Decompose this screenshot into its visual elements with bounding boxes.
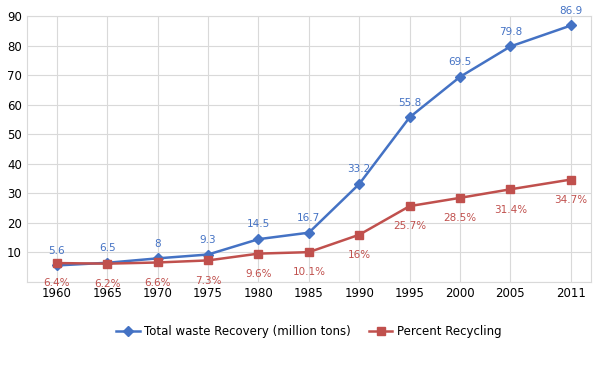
Text: 10.1%: 10.1% bbox=[292, 267, 325, 277]
Text: 28.5%: 28.5% bbox=[444, 213, 477, 223]
Total waste Recovery (million tons) bbox=[356, 182, 363, 186]
Text: 7.3%: 7.3% bbox=[195, 276, 221, 286]
Text: 6.4%: 6.4% bbox=[44, 279, 70, 288]
Total waste Recovery (million tons) bbox=[205, 252, 212, 257]
Percent Recycling bbox=[255, 251, 262, 256]
Text: 14.5: 14.5 bbox=[247, 219, 270, 230]
Total waste Recovery (million tons) bbox=[568, 23, 575, 28]
Text: 34.7%: 34.7% bbox=[554, 195, 587, 205]
Line: Total waste Recovery (million tons): Total waste Recovery (million tons) bbox=[53, 22, 575, 269]
Text: 5.6: 5.6 bbox=[48, 246, 65, 256]
Percent Recycling bbox=[568, 177, 575, 182]
Text: 69.5: 69.5 bbox=[448, 57, 472, 67]
Text: 86.9: 86.9 bbox=[559, 6, 582, 16]
Percent Recycling bbox=[507, 187, 514, 192]
Total waste Recovery (million tons) bbox=[305, 230, 312, 235]
Text: 16.7: 16.7 bbox=[297, 213, 321, 223]
Text: 6.2%: 6.2% bbox=[94, 279, 121, 289]
Percent Recycling bbox=[205, 258, 212, 263]
Total waste Recovery (million tons) bbox=[507, 44, 514, 49]
Text: 55.8: 55.8 bbox=[398, 98, 421, 107]
Total waste Recovery (million tons) bbox=[456, 75, 463, 79]
Text: 79.8: 79.8 bbox=[499, 27, 522, 37]
Percent Recycling bbox=[406, 204, 413, 209]
Text: 31.4%: 31.4% bbox=[494, 205, 527, 215]
Text: 8: 8 bbox=[154, 238, 161, 249]
Percent Recycling bbox=[305, 250, 312, 254]
Legend: Total waste Recovery (million tons), Percent Recycling: Total waste Recovery (million tons), Per… bbox=[111, 320, 507, 342]
Line: Percent Recycling: Percent Recycling bbox=[53, 176, 575, 268]
Total waste Recovery (million tons) bbox=[103, 261, 111, 265]
Text: 33.2: 33.2 bbox=[347, 164, 371, 174]
Percent Recycling bbox=[154, 260, 161, 265]
Total waste Recovery (million tons) bbox=[53, 263, 60, 268]
Percent Recycling bbox=[103, 261, 111, 266]
Text: 6.6%: 6.6% bbox=[145, 278, 171, 288]
Total waste Recovery (million tons) bbox=[406, 115, 413, 119]
Text: 9.6%: 9.6% bbox=[245, 269, 271, 279]
Text: 6.5: 6.5 bbox=[99, 243, 115, 253]
Percent Recycling bbox=[356, 232, 363, 237]
Text: 16%: 16% bbox=[347, 250, 371, 260]
Text: 25.7%: 25.7% bbox=[393, 221, 426, 231]
Text: 9.3: 9.3 bbox=[200, 235, 216, 245]
Percent Recycling bbox=[456, 196, 463, 200]
Percent Recycling bbox=[53, 261, 60, 265]
Total waste Recovery (million tons) bbox=[154, 256, 161, 261]
Total waste Recovery (million tons) bbox=[255, 237, 262, 242]
